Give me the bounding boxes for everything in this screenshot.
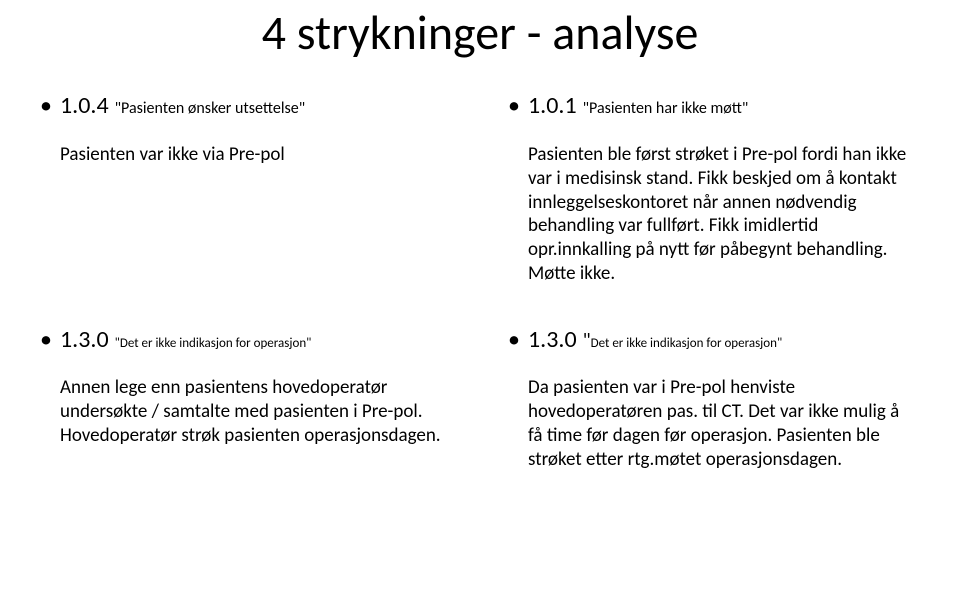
item-code: 1.3.0 [60, 326, 109, 355]
bullet-icon: • [40, 92, 60, 121]
bullet-line: • 1.0.4 "Pasienten ønsker utsettelse" [40, 92, 452, 121]
item-code: 1.3.0 [528, 326, 577, 355]
item-label: "Pasienten ønsker utsettelse" [115, 99, 306, 118]
bullet-icon: • [40, 326, 60, 355]
item-code: 1.0.4 [60, 92, 109, 121]
item-code: 1.0.1 [528, 92, 577, 121]
slide-title: 4 strykninger - analyse [40, 8, 920, 58]
bullet-line: • 1.3.0 "Det er ikke indikasjon for oper… [40, 326, 452, 355]
quadrant-top-left: • 1.0.4 "Pasienten ønsker utsettelse" Pa… [40, 92, 452, 285]
slide: 4 strykninger - analyse • 1.0.4 "Pasient… [0, 0, 960, 591]
bullet-icon: • [508, 92, 528, 121]
quadrant-top-right: • 1.0.1 "Pasienten har ikke møtt" Pasien… [508, 92, 920, 285]
item-label: "Det er ikke indikasjon for operasjon" [115, 336, 312, 352]
bullet-line: • 1.0.1 "Pasienten har ikke møtt" [508, 92, 920, 121]
bullet-icon: • [508, 326, 528, 355]
quote-mark: " [583, 329, 591, 353]
item-label: "Pasienten har ikke møtt" [583, 99, 749, 118]
item-body: Pasienten var ikke via Pre-pol [60, 143, 452, 167]
content-grid: • 1.0.4 "Pasienten ønsker utsettelse" Pa… [40, 92, 920, 471]
item-label: Det er ikke indikasjon for operasjon" [591, 336, 783, 352]
bullet-line: • 1.3.0 " Det er ikke indikasjon for ope… [508, 326, 920, 355]
item-body: Pasienten ble først strøket i Pre-pol fo… [528, 143, 920, 286]
quadrant-bottom-left: • 1.3.0 "Det er ikke indikasjon for oper… [40, 326, 452, 472]
item-body: Annen lege enn pasientens hovedoperatør … [60, 376, 452, 447]
quadrant-bottom-right: • 1.3.0 " Det er ikke indikasjon for ope… [508, 326, 920, 472]
item-body: Da pasienten var i Pre-pol henviste hove… [528, 376, 920, 471]
